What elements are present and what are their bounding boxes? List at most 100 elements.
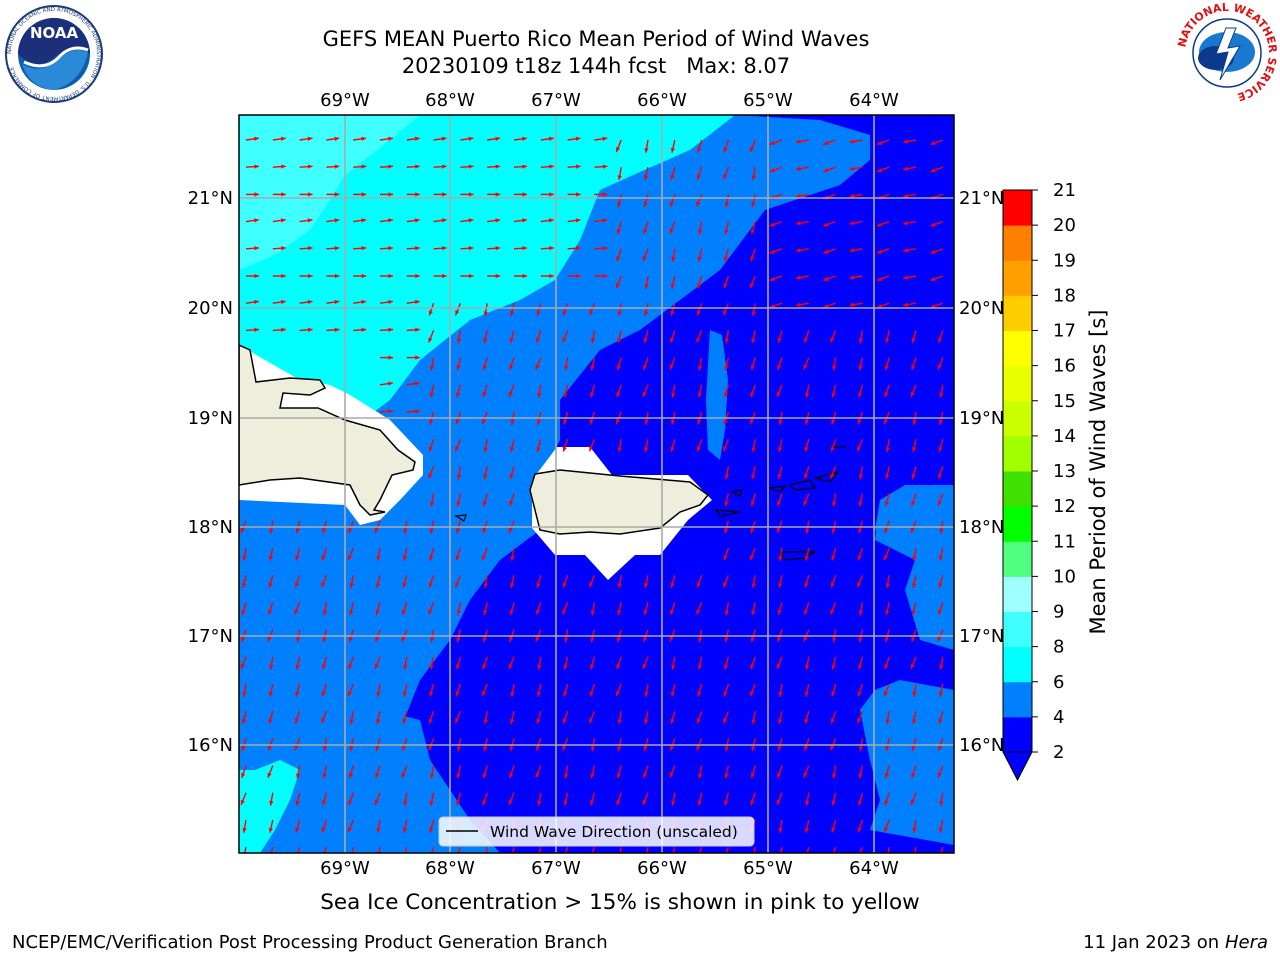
wave-direction-arrowhead	[912, 419, 917, 425]
wave-direction-arrowhead	[910, 527, 915, 533]
wave-direction-arrowhead	[697, 256, 702, 262]
wave-direction-arrow	[511, 847, 515, 853]
wave-direction-arrowhead	[795, 166, 801, 171]
wave-direction-arrowhead	[769, 249, 775, 254]
wave-direction-arrowhead	[509, 609, 514, 615]
wave-direction-arrowhead	[885, 474, 890, 480]
wave-direction-arrowhead	[723, 582, 728, 588]
colorbar-tick-label: 14	[1053, 426, 1076, 447]
wave-direction-arrow	[430, 846, 435, 853]
wave-direction-arrowhead	[562, 310, 567, 316]
wave-direction-arrowhead	[910, 799, 915, 805]
lat-label-right: 17°N	[959, 626, 1004, 647]
wave-direction-arrowhead	[482, 664, 487, 670]
wave-direction-arrowhead	[536, 582, 541, 588]
wave-direction-arrowhead	[642, 391, 647, 397]
colorbar-label: Mean Period of Wind Waves [s]	[1086, 310, 1110, 635]
wave-direction-arrowhead	[321, 664, 327, 670]
wave-direction-arrowhead	[884, 555, 889, 561]
wave-direction-arrowhead	[885, 583, 890, 589]
wave-direction-arrowhead	[562, 582, 567, 588]
wave-direction-arrowhead	[562, 446, 567, 452]
wave-direction-arrowhead	[509, 636, 514, 642]
wave-direction-arrowhead	[536, 419, 542, 425]
wave-direction-arrowhead	[295, 664, 300, 670]
wave-direction-arrowhead	[723, 310, 728, 316]
wave-direction-arrowhead	[831, 664, 836, 670]
wave-direction-arrowhead	[849, 220, 855, 226]
wave-direction-arrowhead	[348, 555, 353, 561]
wave-direction-arrowhead	[911, 636, 916, 642]
wave-direction-arrowhead	[857, 664, 863, 670]
wave-direction-arrowhead	[750, 147, 755, 153]
wave-direction-arrowhead	[795, 193, 801, 199]
wave-direction-arrowhead	[724, 746, 730, 752]
colorbar-segment	[1003, 681, 1032, 718]
wave-direction-arrowhead	[428, 582, 433, 588]
wave-direction-arrowhead	[911, 718, 917, 724]
wave-direction-arrowhead	[876, 304, 882, 309]
wave-direction-arrowhead	[857, 392, 863, 398]
wave-direction-arrowhead	[254, 299, 259, 305]
wave-direction-arrowhead	[589, 310, 594, 316]
wave-direction-arrowhead	[321, 582, 326, 588]
wave-direction-arrowhead	[876, 168, 882, 173]
wave-direction-arrowhead	[509, 745, 514, 751]
lon-labels-top: 69°W 68°W 67°W 66°W 65°W 64°W	[320, 90, 899, 111]
lon-label-top: 69°W	[320, 90, 370, 111]
wave-direction-arrowhead	[294, 718, 299, 724]
wave-direction-arrowhead	[414, 381, 420, 386]
wave-direction-arrowhead	[602, 218, 608, 223]
wave-direction-arrowhead	[616, 229, 621, 235]
wave-direction-arrowhead	[617, 447, 622, 453]
noaa-logo-text: NOAA	[30, 24, 79, 42]
wave-direction-arrowhead	[769, 304, 775, 309]
wave-direction-arrowhead	[429, 501, 435, 507]
wave-direction-arrowhead	[281, 192, 286, 197]
colorbar-tick-label: 2	[1053, 742, 1064, 763]
lon-label-top: 67°W	[531, 90, 581, 111]
lat-labels-left: 21°N 20°N 19°N 18°N 17°N 16°N	[188, 188, 233, 756]
wave-direction-arrowhead	[831, 555, 836, 561]
wave-direction-arrowhead	[321, 555, 326, 561]
wave-direction-arrowhead	[428, 609, 433, 615]
wave-direction-arrowhead	[483, 746, 488, 752]
wave-direction-arrowhead	[669, 337, 675, 343]
wave-direction-arrowhead	[482, 392, 487, 398]
wave-direction-arrow	[887, 847, 890, 853]
wave-direction-arrowhead	[602, 164, 608, 169]
wave-direction-arrowhead	[938, 555, 944, 561]
wave-direction-arrowhead	[268, 718, 273, 724]
wave-direction-arrowhead	[495, 273, 501, 279]
wave-direction-arrowhead	[777, 364, 782, 370]
wave-direction-arrowhead	[495, 192, 501, 197]
wave-direction-arrowhead	[858, 474, 864, 480]
wave-direction-arrowhead	[937, 364, 942, 370]
wave-direction-arrowhead	[751, 311, 756, 317]
wave-direction-arrowhead	[903, 275, 909, 280]
wave-direction-arrowhead	[429, 664, 434, 670]
wave-direction-arrowhead	[930, 249, 936, 254]
wave-direction-arrowhead	[575, 246, 581, 251]
wave-direction-arrow	[779, 847, 783, 853]
wave-period-field-4-6-southwest	[239, 760, 300, 853]
wave-direction-arrowhead	[831, 855, 835, 860]
wave-direction-arrowhead	[911, 500, 916, 506]
wave-direction-arrowhead	[590, 746, 596, 752]
wave-direction-arrowhead	[751, 447, 756, 453]
wave-direction-arrowhead	[778, 555, 783, 561]
wave-direction-arrowhead	[495, 164, 501, 169]
wave-direction-arrowhead	[911, 582, 917, 588]
wave-direction-arrowhead	[697, 419, 702, 425]
wave-direction-arrowhead	[910, 663, 915, 669]
colorbar-underflow-arrow	[1002, 751, 1033, 782]
colorbar-segment	[1003, 471, 1032, 507]
wave-direction-arrowhead	[548, 218, 554, 223]
footer-date-text: 11 Jan 2023 on	[1083, 932, 1225, 953]
wave-direction-arrowhead	[280, 136, 286, 141]
wave-direction-arrowhead	[642, 255, 647, 261]
wave-direction-arrowhead	[857, 555, 862, 561]
wave-direction-arrowhead	[322, 773, 327, 779]
wave-direction-arrowhead	[617, 583, 622, 589]
